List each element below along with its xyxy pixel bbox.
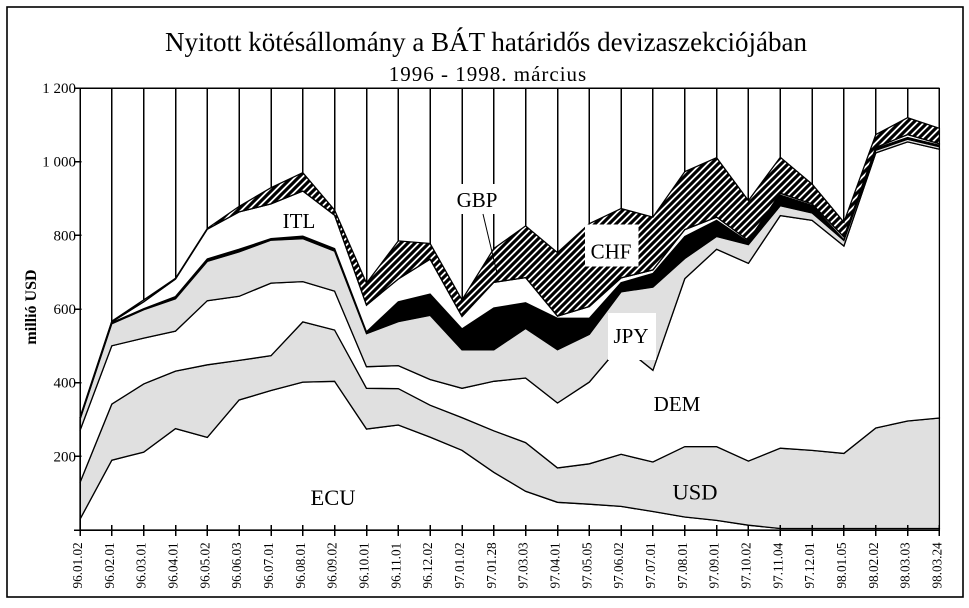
svg-text:98.01.05: 98.01.05 bbox=[834, 542, 849, 589]
svg-text:400: 400 bbox=[54, 376, 77, 392]
svg-text:97.01.28: 97.01.28 bbox=[484, 542, 499, 589]
svg-text:97.12.01: 97.12.01 bbox=[802, 542, 817, 588]
svg-text:97.04.01: 97.04.01 bbox=[548, 542, 563, 588]
svg-text:97.01.02: 97.01.02 bbox=[452, 542, 467, 588]
svg-text:97.06.02: 97.06.02 bbox=[611, 542, 626, 588]
svg-text:98.03.03: 98.03.03 bbox=[898, 542, 913, 589]
svg-text:USD: USD bbox=[672, 480, 717, 505]
svg-text:DEM: DEM bbox=[654, 392, 701, 416]
svg-text:CHF: CHF bbox=[591, 240, 632, 264]
svg-text:96.07.01: 96.07.01 bbox=[261, 542, 276, 588]
svg-text:1 000: 1 000 bbox=[42, 155, 76, 171]
svg-text:97.07.01: 97.07.01 bbox=[643, 542, 658, 588]
svg-text:200: 200 bbox=[54, 449, 77, 465]
svg-text:96.06.03: 96.06.03 bbox=[229, 542, 244, 589]
svg-text:96.04.01: 96.04.01 bbox=[166, 542, 181, 588]
svg-text:97.11.04: 97.11.04 bbox=[770, 542, 785, 588]
svg-text:97.08.01: 97.08.01 bbox=[675, 542, 690, 588]
svg-text:600: 600 bbox=[54, 302, 77, 318]
svg-text:GBP: GBP bbox=[457, 188, 498, 212]
svg-text:ECU: ECU bbox=[311, 485, 356, 510]
svg-text:97.10.02: 97.10.02 bbox=[738, 542, 753, 588]
svg-text:800: 800 bbox=[54, 228, 77, 244]
svg-text:97.03.03: 97.03.03 bbox=[516, 542, 531, 589]
svg-text:1996 - 1998. március: 1996 - 1998. március bbox=[389, 62, 587, 86]
svg-text:96.08.01: 96.08.01 bbox=[293, 542, 308, 588]
svg-text:98.03.24: 98.03.24 bbox=[929, 542, 944, 589]
svg-text:Nyitott kötésállomány a BÁT ha: Nyitott kötésállomány a BÁT határidős de… bbox=[165, 27, 808, 57]
svg-text:97.09.01: 97.09.01 bbox=[707, 542, 722, 588]
svg-text:96.11.01: 96.11.01 bbox=[388, 543, 403, 589]
svg-text:ITL: ITL bbox=[283, 209, 316, 233]
svg-text:96.01.02: 96.01.02 bbox=[70, 542, 85, 588]
svg-text:96.12.02: 96.12.02 bbox=[420, 542, 435, 588]
svg-text:96.02.01: 96.02.01 bbox=[102, 542, 117, 588]
svg-text:JPY: JPY bbox=[613, 324, 648, 348]
svg-text:96.09.02: 96.09.02 bbox=[325, 542, 340, 588]
svg-text:millió USD: millió USD bbox=[23, 269, 40, 344]
svg-text:97.05.05: 97.05.05 bbox=[579, 542, 594, 589]
svg-text:96.10.01: 96.10.01 bbox=[357, 542, 372, 588]
svg-text:96.05.02: 96.05.02 bbox=[197, 542, 212, 588]
svg-text:98.02.02: 98.02.02 bbox=[866, 542, 881, 588]
svg-text:1 200: 1 200 bbox=[42, 81, 76, 97]
svg-text:96.03.01: 96.03.01 bbox=[134, 542, 149, 588]
